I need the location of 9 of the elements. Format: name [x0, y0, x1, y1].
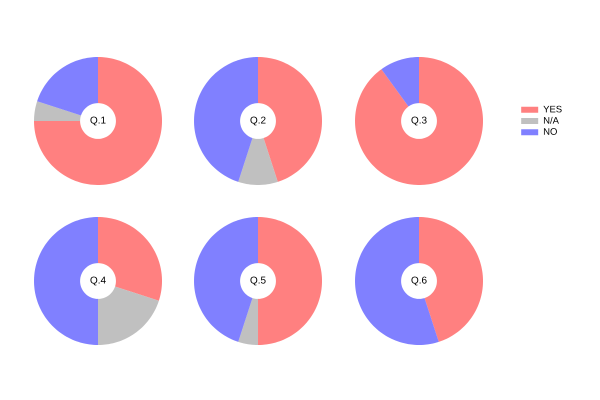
text: Q.1	[90, 116, 106, 126]
text: Q.3	[411, 116, 427, 126]
legend-label: NO	[544, 128, 557, 135]
text: Q.4	[90, 276, 106, 286]
legend-label: YES	[543, 106, 562, 112]
text: Q.2	[250, 116, 266, 126]
text: Q.6	[411, 276, 427, 286]
legend-label: N/A	[544, 116, 559, 124]
text: Q.5	[250, 276, 266, 286]
